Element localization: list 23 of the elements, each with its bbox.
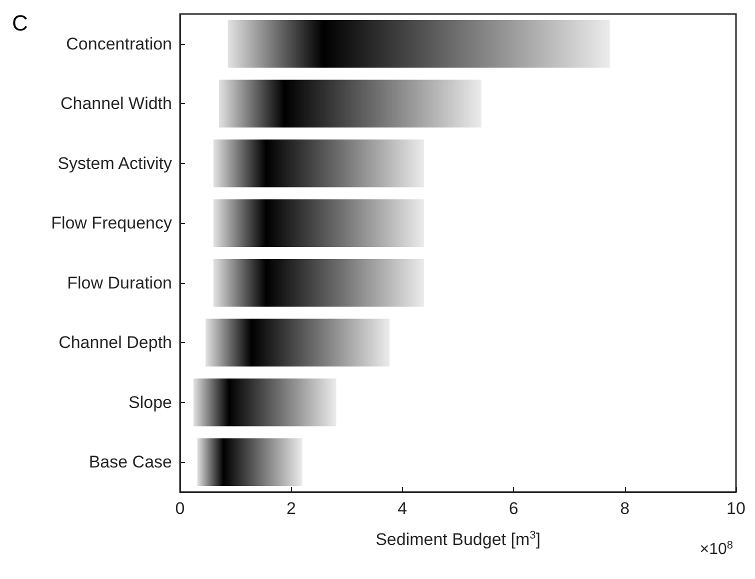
x-tick-label: 2 [286, 499, 296, 518]
bar [206, 318, 390, 367]
y-tick-label: System Activity [58, 154, 172, 173]
bar [197, 438, 302, 486]
y-tick-label: Flow Duration [67, 273, 172, 292]
x-tick-label: 8 [620, 499, 630, 518]
bar [213, 199, 424, 248]
bar [218, 80, 482, 128]
bar [193, 378, 336, 426]
y-tick-label: Channel Depth [58, 333, 172, 352]
text: C [12, 10, 28, 36]
bar [213, 258, 424, 307]
x-tick-label: 4 [398, 499, 408, 518]
y-tick-label: Channel Width [60, 94, 172, 114]
y-tick-label: Slope [128, 392, 172, 412]
y-tick-label: Base Case [88, 452, 172, 472]
x-tick-label: 0 [175, 499, 185, 518]
y-tick-label: Flow Frequency [51, 214, 172, 233]
y-tick-label: Concentration [66, 34, 172, 54]
bar [213, 139, 424, 188]
bar [228, 20, 610, 68]
x-tick-label: 10 [726, 499, 746, 518]
x-tick-label: 6 [508, 499, 518, 518]
